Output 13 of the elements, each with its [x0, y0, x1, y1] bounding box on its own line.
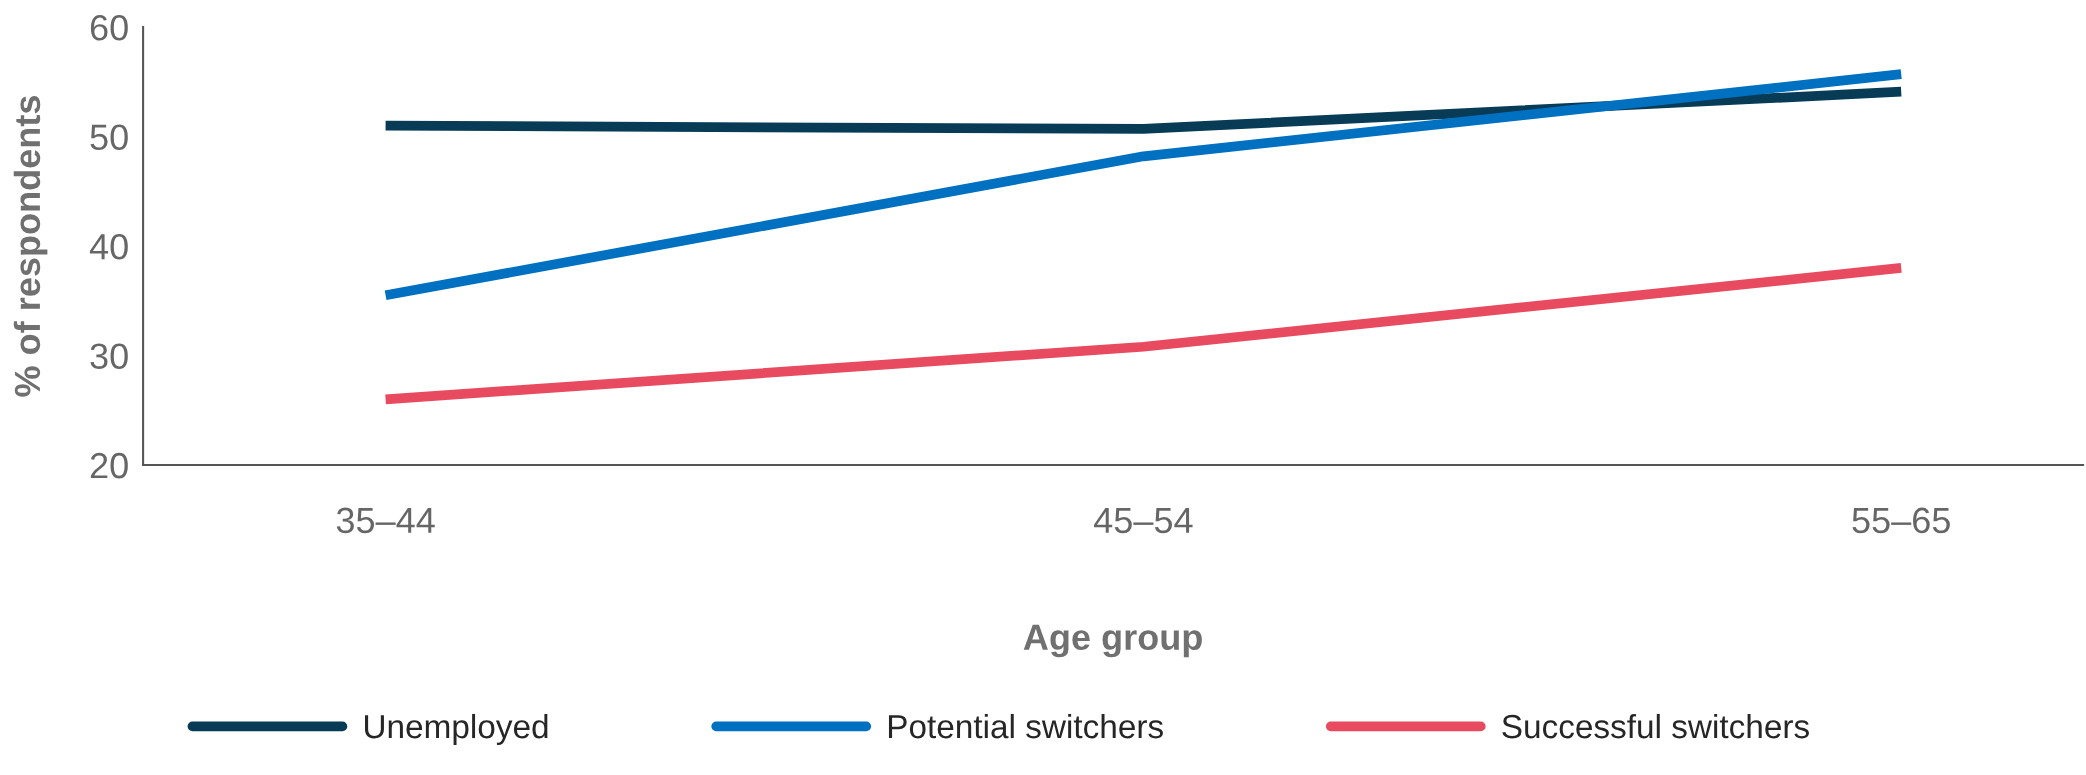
y-axis-title: % of respondents [13, 96, 48, 397]
legend-label: Unemployed [365, 713, 548, 745]
x-tick-label: 35–44 [336, 507, 435, 534]
legend-label: Successful switchers [1502, 713, 1809, 739]
x-tick-label: 45–54 [1094, 507, 1193, 534]
y-tick-label: 20 [90, 452, 128, 479]
y-tick-label: 50 [90, 124, 128, 151]
x-axis-title: Age group [1023, 624, 1202, 658]
legend-label: Potential switchers [888, 713, 1163, 739]
y-tick-label: 60 [90, 14, 128, 41]
y-tick-label: 40 [89, 233, 128, 260]
x-tick-label: 55–65 [1852, 507, 1950, 534]
y-tick-label: 30 [90, 343, 128, 369]
